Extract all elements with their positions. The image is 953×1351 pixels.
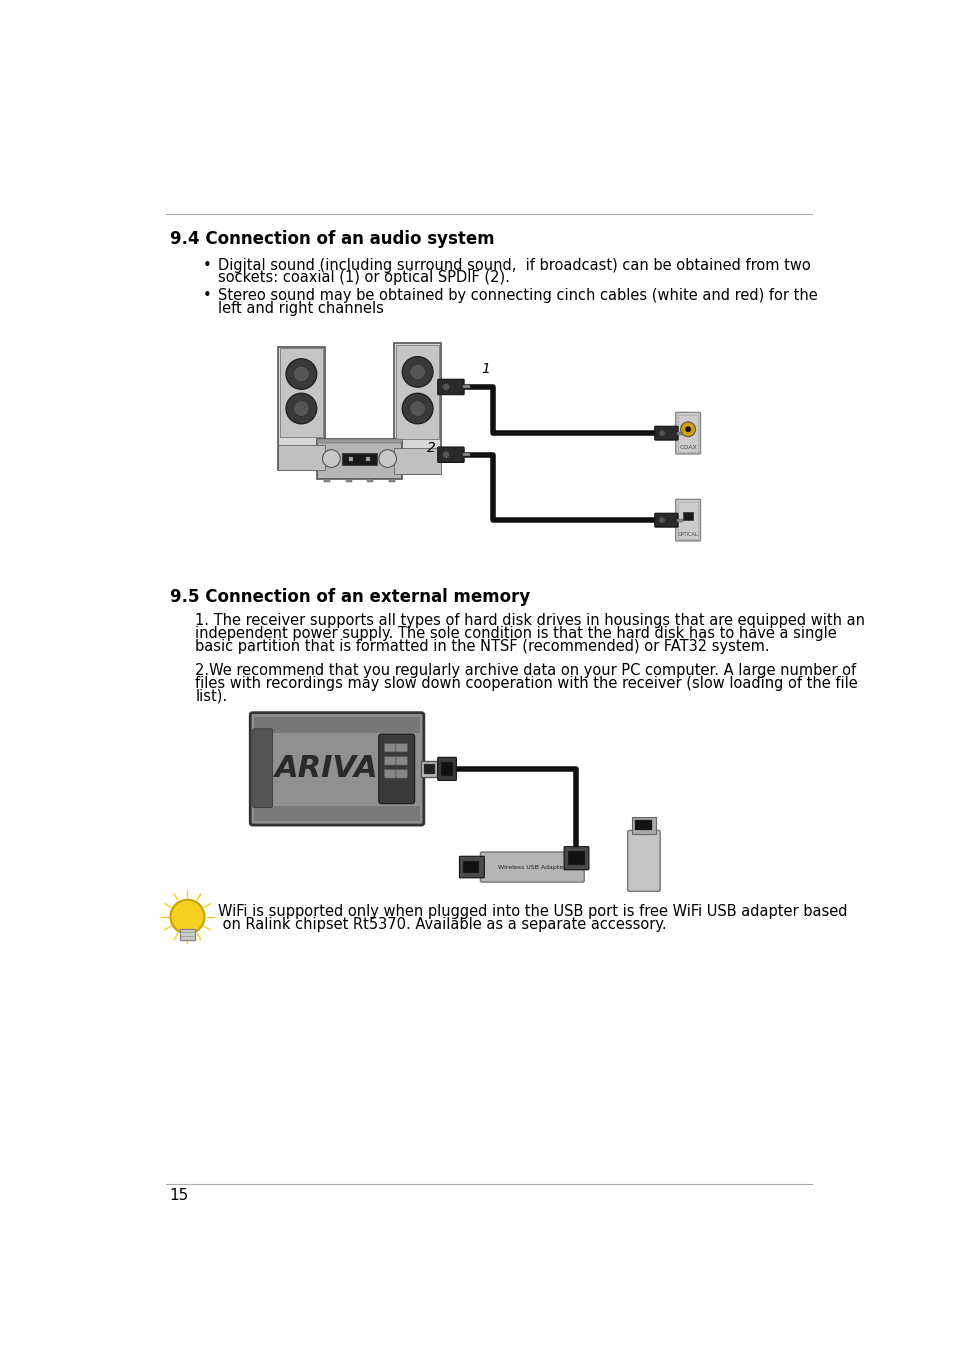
Text: ARIVA: ARIVA	[274, 754, 378, 784]
FancyBboxPatch shape	[253, 716, 419, 734]
FancyBboxPatch shape	[437, 758, 456, 781]
FancyBboxPatch shape	[278, 347, 324, 470]
FancyBboxPatch shape	[632, 816, 655, 834]
FancyBboxPatch shape	[677, 519, 682, 521]
FancyBboxPatch shape	[654, 513, 678, 527]
FancyBboxPatch shape	[394, 447, 440, 474]
Text: independent power supply. The sole condition is that the hard disk has to have a: independent power supply. The sole condi…	[195, 626, 836, 640]
Text: Stereo sound may be obtained by connecting cinch cables (white and red) for the: Stereo sound may be obtained by connecti…	[218, 288, 818, 304]
Text: •: •	[203, 258, 212, 273]
Circle shape	[409, 363, 425, 380]
Text: 9.5 Connection of an external memory: 9.5 Connection of an external memory	[170, 588, 529, 607]
Circle shape	[409, 401, 425, 416]
Text: 2: 2	[427, 440, 436, 455]
Text: left and right channels: left and right channels	[218, 301, 384, 316]
FancyBboxPatch shape	[440, 762, 453, 775]
FancyBboxPatch shape	[342, 453, 376, 465]
Circle shape	[294, 401, 309, 416]
Text: 1. The receiver supports all types of hard disk drives in housings that are equi: 1. The receiver supports all types of ha…	[195, 612, 864, 628]
FancyBboxPatch shape	[480, 852, 583, 882]
FancyBboxPatch shape	[437, 447, 464, 462]
FancyBboxPatch shape	[627, 831, 659, 892]
Text: COAX: COAX	[679, 444, 697, 450]
Text: list).: list).	[195, 689, 227, 704]
Text: 2.We recommend that you regularly archive data on your PC computer. A large numb: 2.We recommend that you regularly archiv…	[195, 662, 856, 678]
FancyBboxPatch shape	[389, 478, 395, 482]
Text: OPTICAL: OPTICAL	[677, 532, 698, 536]
FancyBboxPatch shape	[253, 728, 273, 808]
Text: on Ralink chipset Rt5370. Available as a separate accessory.: on Ralink chipset Rt5370. Available as a…	[218, 917, 666, 932]
FancyBboxPatch shape	[463, 861, 478, 873]
Text: Wireless USB Adapter: Wireless USB Adapter	[497, 865, 566, 870]
FancyBboxPatch shape	[421, 761, 436, 777]
Circle shape	[286, 359, 316, 389]
Circle shape	[402, 393, 433, 424]
FancyBboxPatch shape	[278, 446, 324, 470]
FancyBboxPatch shape	[384, 743, 395, 753]
FancyBboxPatch shape	[567, 851, 584, 865]
FancyBboxPatch shape	[395, 345, 439, 439]
FancyBboxPatch shape	[682, 512, 692, 520]
Circle shape	[402, 357, 433, 388]
Text: sockets: coaxial (1) or optical SPDIF (2).: sockets: coaxial (1) or optical SPDIF (2…	[218, 270, 510, 285]
FancyBboxPatch shape	[316, 439, 402, 478]
FancyBboxPatch shape	[395, 770, 407, 778]
Circle shape	[442, 384, 449, 390]
FancyBboxPatch shape	[463, 385, 469, 389]
FancyBboxPatch shape	[675, 412, 700, 454]
FancyBboxPatch shape	[279, 349, 323, 438]
FancyBboxPatch shape	[395, 743, 407, 753]
FancyBboxPatch shape	[563, 847, 588, 870]
FancyBboxPatch shape	[463, 453, 469, 457]
FancyBboxPatch shape	[677, 431, 682, 435]
FancyBboxPatch shape	[346, 478, 352, 482]
Circle shape	[684, 427, 690, 432]
FancyBboxPatch shape	[394, 343, 440, 474]
Text: Digital sound (including surround sound,  if broadcast) can be obtained from two: Digital sound (including surround sound,…	[218, 258, 810, 273]
Circle shape	[171, 900, 204, 934]
FancyBboxPatch shape	[250, 713, 423, 825]
Text: basic partition that is formatted in the NTSF (recommended) or FAT32 system.: basic partition that is formatted in the…	[195, 639, 769, 654]
Text: 1: 1	[480, 362, 490, 377]
Circle shape	[322, 450, 340, 467]
Text: 15: 15	[170, 1188, 189, 1202]
FancyBboxPatch shape	[366, 478, 373, 482]
FancyBboxPatch shape	[316, 439, 402, 443]
Circle shape	[294, 366, 309, 382]
FancyBboxPatch shape	[423, 765, 435, 774]
Circle shape	[442, 451, 449, 458]
FancyBboxPatch shape	[459, 857, 484, 878]
FancyBboxPatch shape	[378, 734, 415, 804]
FancyBboxPatch shape	[675, 500, 700, 540]
FancyBboxPatch shape	[253, 805, 419, 821]
FancyBboxPatch shape	[384, 757, 395, 765]
FancyBboxPatch shape	[348, 457, 353, 461]
FancyBboxPatch shape	[179, 929, 195, 940]
FancyBboxPatch shape	[395, 757, 407, 765]
Text: WiFi is supported only when plugged into the USB port is free WiFi USB adapter b: WiFi is supported only when plugged into…	[218, 904, 847, 919]
Circle shape	[378, 450, 396, 467]
FancyBboxPatch shape	[635, 820, 652, 831]
Circle shape	[659, 517, 664, 523]
Circle shape	[679, 422, 695, 436]
FancyBboxPatch shape	[654, 426, 678, 440]
Text: •: •	[203, 288, 212, 304]
Text: 9.4 Connection of an audio system: 9.4 Connection of an audio system	[170, 230, 494, 247]
FancyBboxPatch shape	[437, 380, 464, 394]
FancyBboxPatch shape	[365, 457, 370, 461]
Circle shape	[286, 393, 316, 424]
Circle shape	[659, 430, 664, 436]
FancyBboxPatch shape	[384, 770, 395, 778]
FancyBboxPatch shape	[324, 478, 330, 482]
Text: files with recordings may slow down cooperation with the receiver (slow loading : files with recordings may slow down coop…	[195, 676, 857, 690]
